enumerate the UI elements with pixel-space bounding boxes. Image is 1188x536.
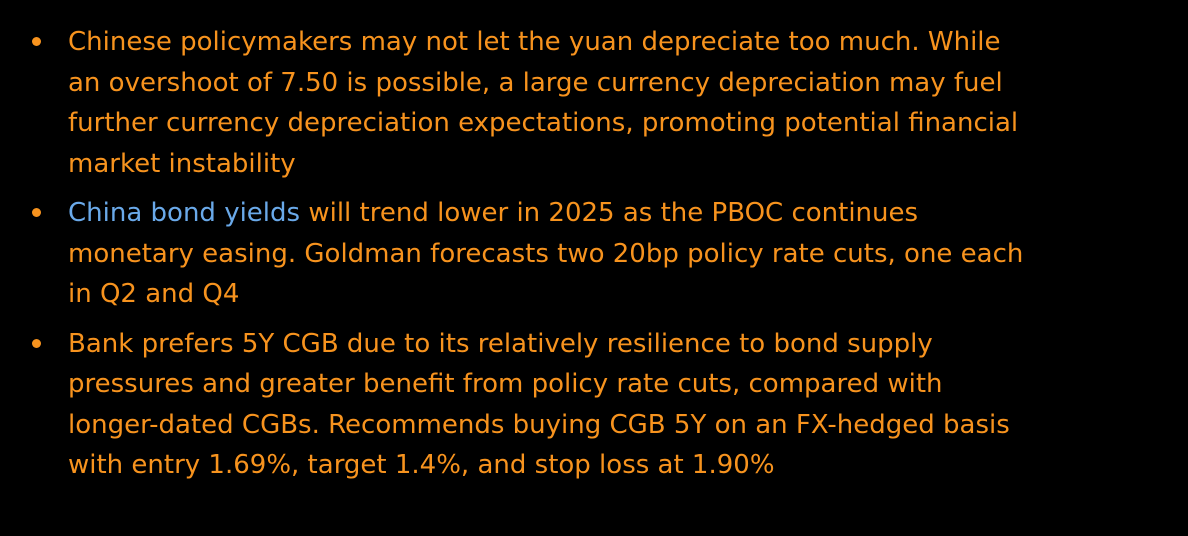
bullet-item-yuan: Chinese policymakers may not let the yua…	[32, 22, 1032, 184]
bullet-item-bond-yields: China bond yields will trend lower in 20…	[32, 193, 1032, 315]
bullet-text: Bank prefers 5Y CGB due to its relativel…	[68, 328, 1010, 481]
china-bond-yields-link[interactable]: China bond yields	[68, 198, 301, 228]
bullet-item-cgb: Bank prefers 5Y CGB due to its relativel…	[32, 324, 1032, 486]
bullet-dot-icon	[32, 208, 41, 217]
bullet-dot-icon	[32, 338, 41, 348]
bullet-text: Chinese policymakers may not let the yua…	[68, 27, 1019, 179]
bullet-list: Chinese policymakers may not let the yua…	[32, 22, 1032, 486]
bullet-dot-icon	[32, 37, 41, 46]
bullet-text: will trend lower in 2025 as the PBOC con…	[68, 198, 1024, 309]
